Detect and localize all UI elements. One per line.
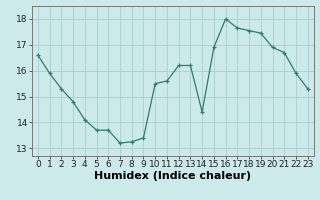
X-axis label: Humidex (Indice chaleur): Humidex (Indice chaleur) bbox=[94, 171, 252, 181]
